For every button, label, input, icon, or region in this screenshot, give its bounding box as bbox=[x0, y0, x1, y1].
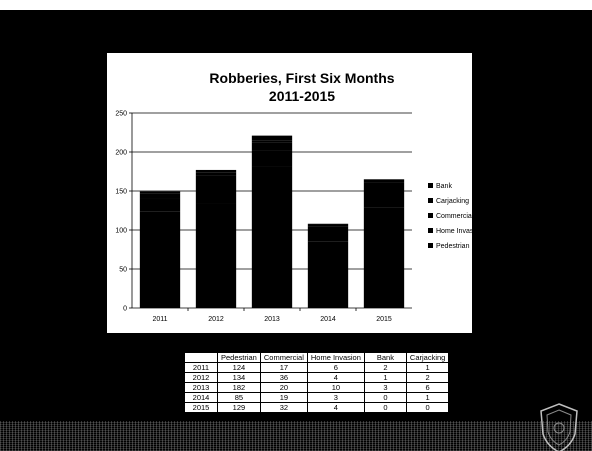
bar-segment-commercial bbox=[195, 175, 237, 204]
police-badge-icon bbox=[540, 403, 578, 451]
table-cell: 0 bbox=[363, 402, 407, 413]
x-tick-label: 2015 bbox=[376, 316, 392, 323]
table-cell: 6 bbox=[306, 362, 365, 373]
y-tick-label: 100 bbox=[115, 228, 127, 235]
data-table: Pedestrian Commercial Home Invasion Bank Car… bbox=[184, 352, 450, 413]
table-row: 2014 85 19 3 0 1 bbox=[184, 392, 450, 403]
legend-swatch bbox=[428, 198, 433, 203]
y-tick-label: 150 bbox=[115, 189, 127, 196]
table-column-header: Carjacking bbox=[405, 352, 450, 363]
table-header-row: Pedestrian Commercial Home Invasion Bank Car… bbox=[184, 352, 450, 363]
bar-layer bbox=[139, 135, 405, 308]
table-row: 2011 124 17 6 2 1 bbox=[184, 362, 450, 373]
bar-segment-commercial bbox=[139, 198, 181, 212]
data-table-wrap: Pedestrian Commercial Home Invasion Bank Car… bbox=[184, 352, 450, 413]
bar-segment-bank bbox=[195, 171, 237, 173]
table-cell: 20 bbox=[259, 382, 308, 393]
table-row-year: 2015 bbox=[184, 402, 218, 413]
y-tick-label: 250 bbox=[115, 111, 127, 118]
table-cell: 2 bbox=[405, 372, 450, 383]
table-cell: 10 bbox=[306, 382, 365, 393]
y-tick-label: 0 bbox=[123, 306, 127, 313]
table-cell: 85 bbox=[217, 392, 261, 403]
legend-label: Pedestrian bbox=[436, 243, 470, 250]
table-row: 2013 182 20 10 3 6 bbox=[184, 382, 450, 393]
bar-segment-pedestrian bbox=[195, 203, 237, 308]
table-cell: 124 bbox=[217, 362, 261, 373]
bar-segment-carjacking bbox=[307, 223, 349, 225]
table-cell: 3 bbox=[306, 392, 365, 403]
legend-swatch bbox=[428, 243, 433, 248]
chart-title: Robberies, First Six Months bbox=[209, 70, 394, 86]
x-tick-label: 2011 bbox=[152, 316, 167, 323]
bar-segment-home-invasion bbox=[139, 193, 181, 199]
legend-swatch bbox=[428, 213, 433, 218]
legend-swatch bbox=[428, 228, 433, 233]
axis-layer: 0 50 100 150 200 250 2011 2012 2013 2014 2015 bbox=[115, 111, 412, 323]
table-body: 2011 124 17 6 2 1 2012 134 36 4 1 2 2013 182 20 10 3 6 201… bbox=[184, 362, 450, 413]
table-row-year: 2014 bbox=[184, 392, 218, 403]
table-row: 2015 129 32 4 0 0 bbox=[184, 402, 450, 413]
bar-segment-carjacking bbox=[251, 135, 293, 141]
table-cell: 6 bbox=[405, 382, 450, 393]
table-cell: 1 bbox=[405, 362, 450, 373]
table-cell: 0 bbox=[405, 402, 450, 413]
bar-segment-pedestrian bbox=[139, 211, 181, 308]
table-column-header: Home Invasion bbox=[306, 352, 365, 363]
table-row-year: 2012 bbox=[184, 372, 218, 383]
table-corner-cell bbox=[184, 352, 218, 363]
x-tick-label: 2013 bbox=[264, 316, 280, 323]
bar-segment-home-invasion bbox=[251, 142, 293, 151]
table-cell: 1 bbox=[405, 392, 450, 403]
table-row-year: 2013 bbox=[184, 382, 218, 393]
bar-segment-commercial bbox=[307, 226, 349, 242]
bar-segment-carjacking bbox=[139, 191, 181, 192]
bar-segment-home-invasion bbox=[363, 179, 405, 183]
legend-label: Carjacking bbox=[436, 198, 469, 205]
table-cell: 4 bbox=[306, 402, 365, 413]
table-column-header: Bank bbox=[363, 352, 407, 363]
table-cell: 182 bbox=[217, 382, 261, 393]
table-cell: 2 bbox=[363, 362, 407, 373]
x-tick-label: 2014 bbox=[320, 316, 336, 323]
table-cell: 3 bbox=[363, 382, 407, 393]
table-cell: 0 bbox=[363, 392, 407, 403]
legend-label: Bank bbox=[436, 183, 452, 190]
table-row: 2012 134 36 4 1 2 bbox=[184, 372, 450, 383]
chart-panel: Robberies, First Six Months 2011-2015 0 5… bbox=[107, 53, 472, 333]
legend-swatch bbox=[428, 183, 433, 188]
table-cell: 134 bbox=[217, 372, 261, 383]
chart: Robberies, First Six Months 2011-2015 0 5… bbox=[115, 70, 472, 323]
table-cell: 1 bbox=[363, 372, 407, 383]
y-tick-label: 200 bbox=[115, 150, 127, 157]
table-cell: 36 bbox=[259, 372, 308, 383]
bar-segment-bank bbox=[139, 191, 181, 194]
bar-segment-bank bbox=[251, 140, 293, 143]
table-cell: 32 bbox=[259, 402, 308, 413]
table-cell: 19 bbox=[259, 392, 308, 403]
y-tick-label: 50 bbox=[119, 267, 127, 274]
x-tick-label: 2012 bbox=[208, 316, 224, 323]
legend-label: Commercial bbox=[436, 213, 472, 220]
table-cell: 4 bbox=[306, 372, 365, 383]
bar-segment-pedestrian bbox=[251, 166, 293, 308]
bar-segment-home-invasion bbox=[307, 224, 349, 227]
legend: Bank Carjacking Commercial Home Invasion Ped… bbox=[428, 183, 472, 250]
bar-segment-pedestrian bbox=[363, 207, 405, 308]
legend-label: Home Invasion bbox=[436, 228, 472, 235]
table-column-header: Commercial bbox=[259, 352, 308, 363]
table-cell: 17 bbox=[259, 362, 308, 373]
bar-segment-home-invasion bbox=[195, 172, 237, 176]
chart-subtitle: 2011-2015 bbox=[269, 88, 335, 104]
bar-segment-carjacking bbox=[195, 169, 237, 172]
table-row-year: 2011 bbox=[184, 362, 218, 373]
scan-noise bbox=[0, 421, 592, 451]
table-cell: 129 bbox=[217, 402, 261, 413]
bar-segment-commercial bbox=[251, 150, 293, 167]
slide: Robberies, First Six Months 2011-2015 0 5… bbox=[0, 10, 592, 451]
bar-segment-pedestrian bbox=[307, 241, 349, 308]
bar-segment-commercial bbox=[363, 182, 405, 208]
table-column-header: Pedestrian bbox=[217, 352, 261, 363]
